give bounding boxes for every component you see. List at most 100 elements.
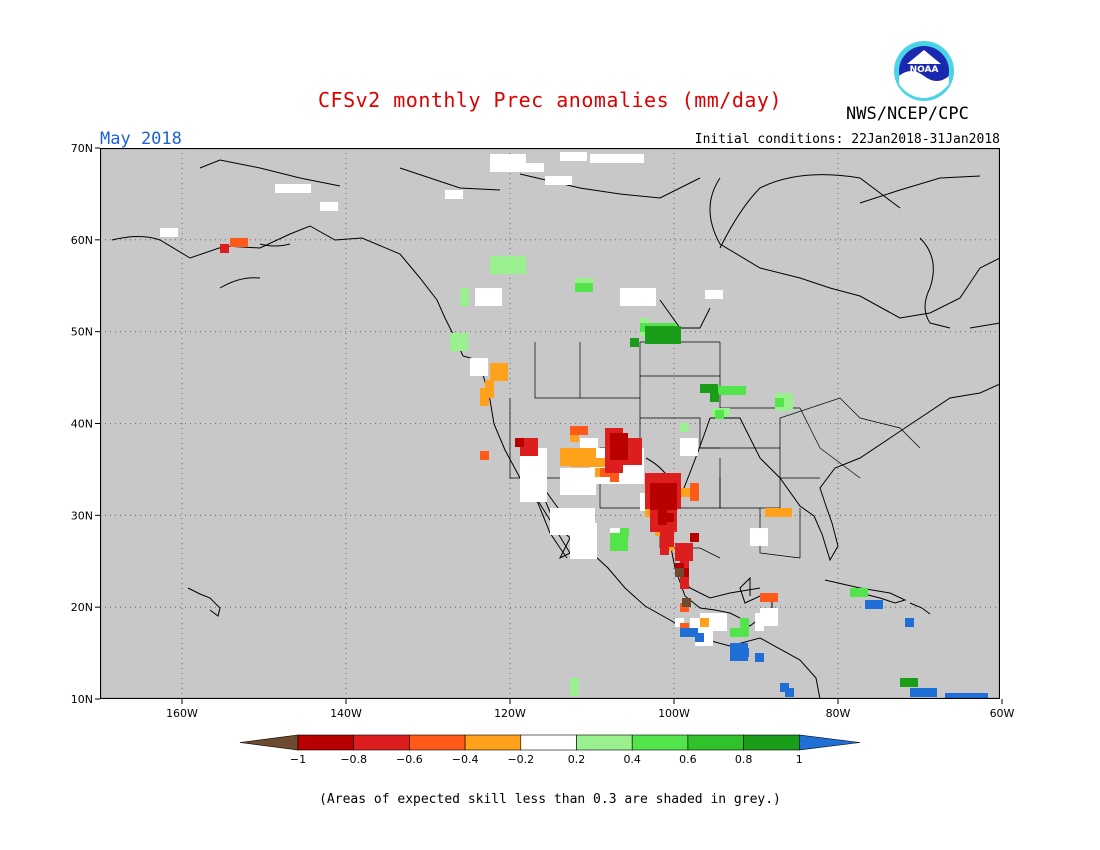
anomaly-cell	[769, 617, 778, 626]
anomaly-cell	[588, 523, 597, 532]
anomaly-cell	[919, 688, 928, 697]
anomaly-cell	[485, 389, 494, 398]
anomaly-cell	[579, 426, 588, 435]
anomaly-cell	[675, 543, 684, 552]
anomaly-cell	[605, 455, 614, 464]
anomaly-cell	[588, 550, 597, 559]
anomaly-cell	[680, 562, 689, 571]
colorbar-segment	[297, 734, 355, 751]
anomaly-cell	[619, 451, 628, 460]
anomaly-cell	[587, 477, 596, 486]
anomaly-cell	[695, 633, 704, 642]
map-title: CFSv2 monthly Prec anomalies (mm/day)	[317, 88, 783, 112]
anomaly-cell	[640, 493, 649, 502]
anomaly-cell	[690, 492, 699, 501]
anomaly-cell	[759, 537, 768, 546]
anomaly-cell	[484, 288, 493, 297]
anomaly-cell	[508, 256, 517, 265]
anomaly-cell	[499, 265, 508, 274]
anomaly-cell	[709, 384, 718, 393]
anomaly-cell	[658, 507, 667, 516]
anomaly-cell	[660, 537, 669, 546]
anomaly-cell	[710, 393, 719, 402]
anomaly-cell	[550, 508, 559, 517]
anomaly-cell	[578, 152, 587, 161]
anomaly-cell	[520, 438, 529, 447]
anomaly-cell	[626, 154, 635, 163]
map-frame	[100, 148, 1000, 699]
anomaly-cell	[665, 513, 674, 522]
anomaly-cell	[579, 550, 588, 559]
anomaly-cell	[774, 508, 783, 517]
anomaly-cell	[284, 184, 293, 193]
anomaly-cell	[538, 457, 547, 466]
anomaly-cell	[775, 398, 784, 407]
anomaly-cell	[614, 428, 623, 437]
anomaly-cell	[704, 637, 713, 646]
anomaly-cell	[675, 568, 684, 577]
anomaly-cell	[755, 613, 764, 622]
anomaly-cell	[668, 478, 677, 487]
anomaly-cell	[850, 588, 859, 597]
x-tick-label: 160W	[166, 707, 198, 720]
anomaly-cell	[490, 265, 499, 274]
anomaly-cell	[293, 184, 302, 193]
anomaly-cell	[538, 475, 547, 484]
anomaly-cell	[459, 342, 468, 351]
y-tick-label: 40N	[71, 418, 93, 431]
anomaly-cell	[578, 468, 587, 477]
anomaly-cell	[633, 438, 642, 447]
anomaly-cell	[275, 184, 284, 193]
anomaly-cell	[559, 526, 568, 535]
anomaly-cell	[610, 542, 619, 551]
anomaly-cell	[740, 648, 749, 657]
anomaly-cell	[715, 410, 724, 419]
anomaly-cell	[329, 202, 338, 211]
anomaly-cell	[490, 154, 499, 163]
anomaly-cell	[508, 154, 517, 163]
anomaly-cell	[954, 693, 963, 699]
anomaly-cell	[490, 372, 499, 381]
anomaly-cell	[640, 502, 649, 511]
anomaly-cell	[480, 397, 489, 406]
anomaly-cell	[578, 477, 587, 486]
anomaly-cell	[690, 483, 699, 492]
precip-map	[100, 148, 1000, 699]
anomaly-cell	[586, 508, 595, 517]
anomaly-cell	[620, 288, 629, 297]
anomaly-cell	[638, 297, 647, 306]
anomaly-cell	[699, 627, 708, 636]
anomaly-cell	[450, 333, 459, 342]
anomaly-cell	[640, 318, 649, 327]
anomaly-cell	[529, 438, 538, 447]
anomaly-cell	[775, 393, 784, 402]
anomaly-cell	[599, 458, 608, 467]
anomaly-cell	[680, 423, 689, 432]
anomaly-cell	[584, 283, 593, 292]
svg-text:NOAA: NOAA	[910, 65, 939, 75]
initial-conditions: Initial conditions: 22Jan2018-31Jan2018	[694, 132, 1000, 147]
anomaly-cell	[635, 475, 644, 484]
anomaly-cell	[580, 438, 589, 447]
anomaly-cell	[645, 482, 654, 491]
anomaly-cell	[970, 693, 979, 699]
anomaly-cell	[659, 483, 668, 492]
anomaly-cell	[680, 553, 689, 562]
anomaly-cell	[654, 335, 663, 344]
anomaly-cell	[730, 643, 739, 652]
anomaly-cell	[578, 448, 587, 457]
anomaly-cell	[570, 541, 579, 550]
anomaly-cell	[445, 190, 454, 199]
anomaly-cell	[610, 533, 619, 542]
anomaly-cell	[635, 154, 644, 163]
anomaly-cell	[570, 458, 579, 467]
anomaly-cell	[645, 326, 654, 335]
anomaly-cell	[650, 483, 659, 492]
anomaly-cell	[668, 501, 677, 510]
anomaly-cell	[760, 608, 769, 617]
anomaly-cell	[499, 163, 508, 172]
anomaly-cell	[689, 447, 698, 456]
anomaly-cell	[520, 484, 529, 493]
coastlines	[111, 159, 1000, 699]
anomaly-cell	[638, 288, 647, 297]
